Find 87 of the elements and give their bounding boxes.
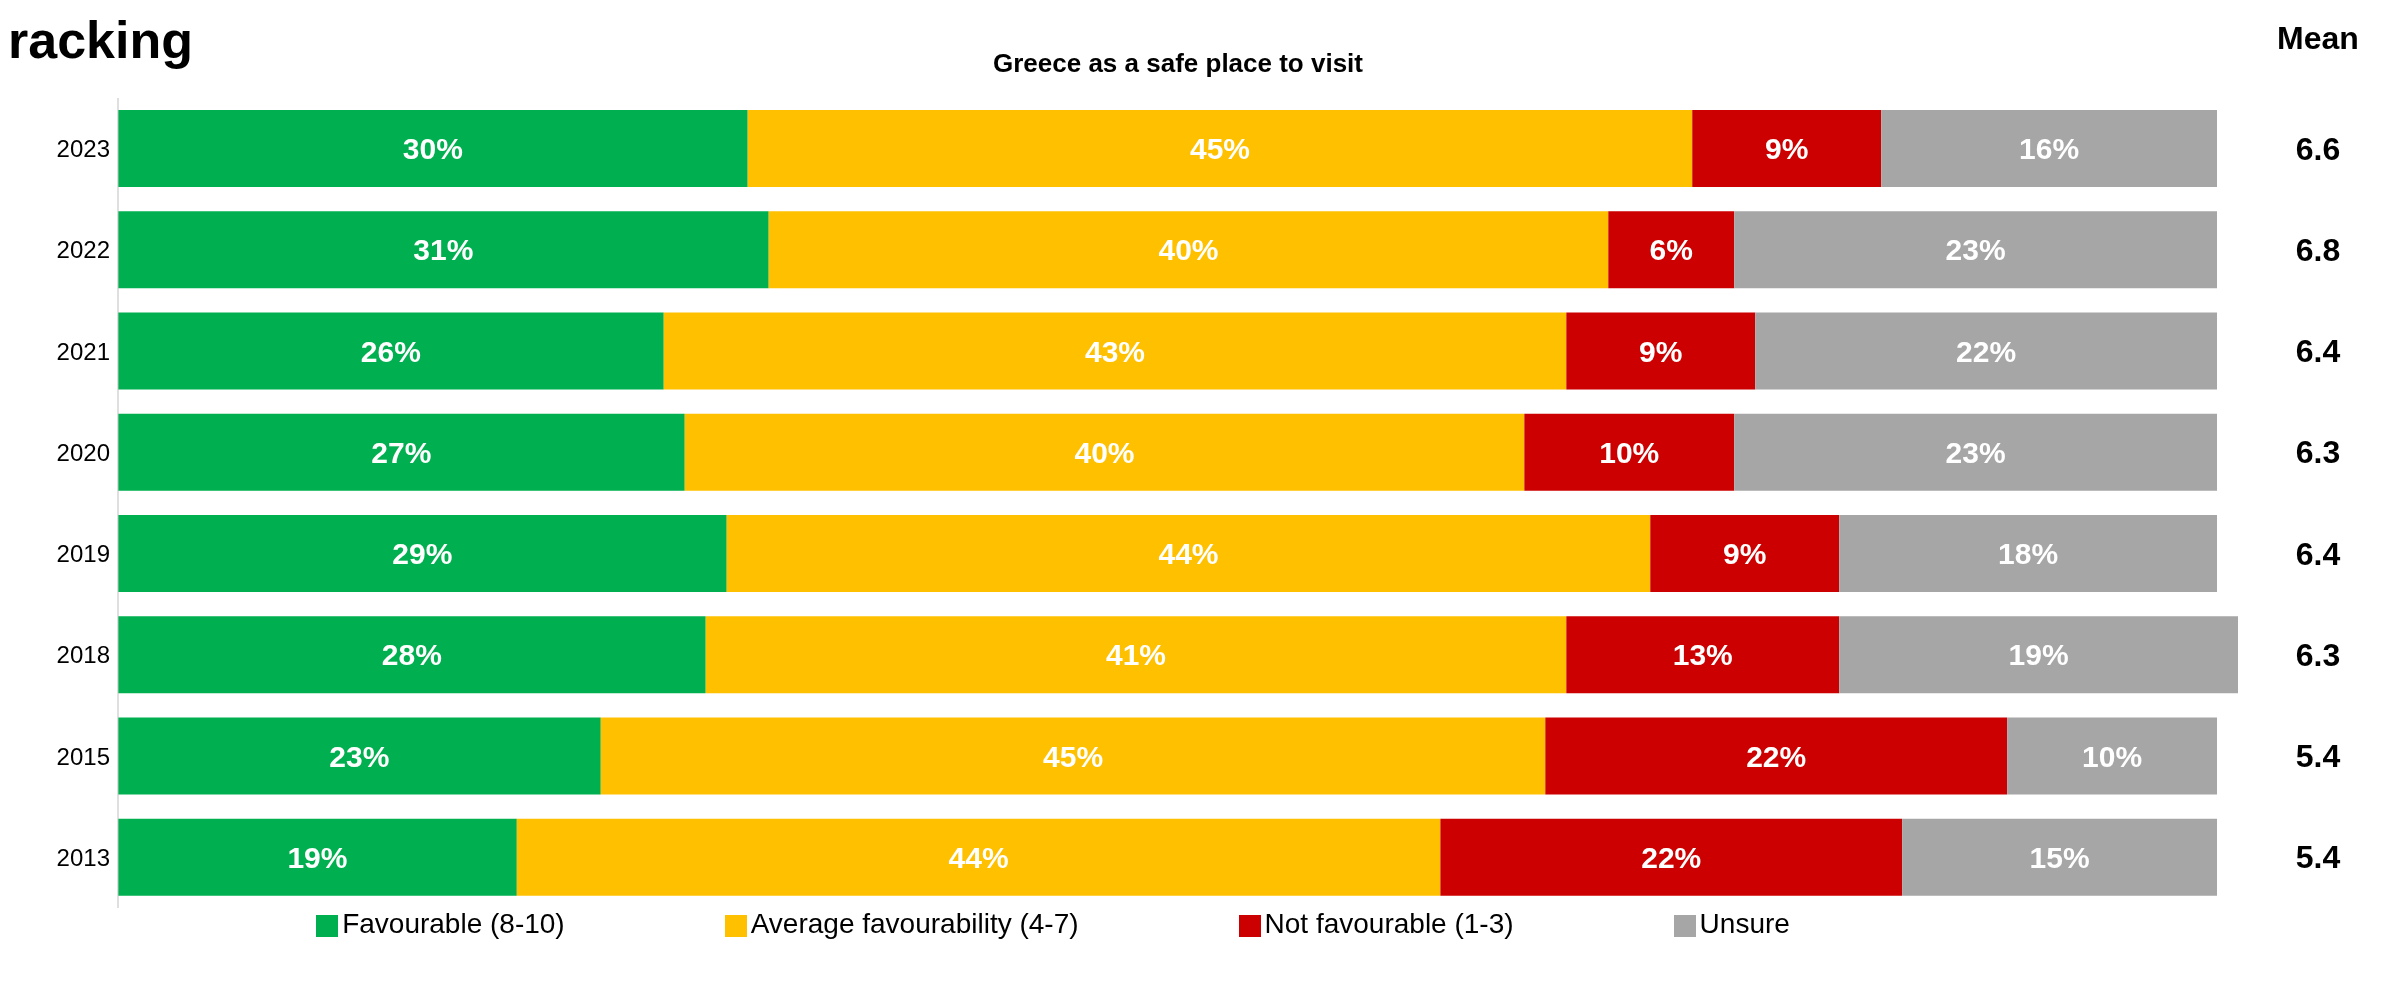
data-label: 13% — [1672, 638, 1733, 672]
bar — [1881, 110, 2218, 187]
bar — [684, 413, 1525, 491]
bar — [1902, 818, 2218, 896]
bar — [705, 616, 1567, 694]
data-label: 15% — [2029, 840, 2090, 874]
text: 6.8 — [2294, 230, 2342, 270]
bar — [1734, 211, 2218, 289]
bar — [1524, 413, 1735, 491]
bar — [118, 110, 748, 187]
data-label: 10% — [2082, 739, 2143, 773]
bar — [1755, 312, 2218, 390]
data-label: 9% — [1639, 334, 1683, 368]
data-label: 45% — [1189, 132, 1250, 166]
data-label: 40% — [1158, 233, 1219, 267]
data-label: 6% — [1649, 233, 1693, 267]
y-tick-label: 2013 — [56, 843, 110, 871]
bar — [1566, 312, 1756, 390]
bar — [1734, 413, 2218, 491]
text: Mean — [2276, 19, 2360, 58]
bar — [663, 312, 1567, 390]
data-label: 40% — [1074, 435, 1135, 469]
data-label: 27% — [371, 435, 432, 469]
bar — [516, 818, 1441, 896]
data-label: 9% — [1765, 132, 1809, 166]
y-tick-label: 2018 — [56, 641, 110, 669]
y-tick-label: 2023 — [56, 135, 110, 163]
data-label: 9% — [1723, 537, 1767, 571]
data-label: 29% — [392, 537, 453, 571]
data-label: 30% — [402, 132, 463, 166]
data-label: 44% — [948, 840, 1009, 874]
y-tick-label: 2015 — [56, 742, 110, 770]
legend-label: Unsure — [1699, 908, 1790, 939]
text: 5.4 — [2294, 838, 2342, 878]
text: 6.4 — [2294, 332, 2342, 372]
text: 6.6 — [2294, 129, 2342, 169]
legend-label: Favourable (8-10) — [342, 908, 565, 939]
data-label: 26% — [360, 334, 421, 368]
data-label: 44% — [1158, 537, 1219, 571]
bar — [1839, 616, 2238, 694]
data-label: 18% — [1998, 537, 2059, 571]
text: 5.4 — [2294, 737, 2342, 777]
data-label: 28% — [381, 638, 442, 672]
bar — [118, 515, 727, 592]
data-label: 19% — [287, 840, 348, 874]
data-label: 19% — [2008, 638, 2069, 672]
bar — [118, 312, 664, 390]
data-label: 23% — [329, 739, 390, 773]
y-tick-label: 2020 — [56, 438, 110, 466]
bar — [1839, 515, 2218, 592]
text: 6.3 — [2294, 433, 2342, 473]
data-label: 22% — [1746, 739, 1807, 773]
data-label: 31% — [413, 233, 474, 267]
bar — [1608, 211, 1735, 289]
data-label: 16% — [2019, 132, 2080, 166]
bar — [1440, 818, 1903, 896]
data-label: 45% — [1043, 739, 1104, 773]
chart-title: racking — [8, 10, 193, 71]
bar — [726, 515, 1651, 592]
data-label: 22% — [1956, 334, 2017, 368]
bar — [768, 211, 1609, 289]
text: 6.4 — [2294, 534, 2342, 574]
bar — [118, 717, 601, 795]
bar — [1650, 515, 1840, 592]
text: 6.3 — [2294, 635, 2342, 675]
data-label: 43% — [1085, 334, 1146, 368]
bar — [1692, 110, 1882, 187]
bar — [2007, 717, 2218, 795]
data-label: 10% — [1599, 435, 1660, 469]
bar — [1545, 717, 2008, 795]
chart-subtitle: Greece as a safe place to visit — [993, 48, 1363, 78]
legend-label: Not favourable (1-3) — [1264, 908, 1514, 939]
y-tick-label: 2019 — [56, 540, 110, 568]
data-label: 41% — [1106, 638, 1167, 672]
data-label: 23% — [1945, 435, 2006, 469]
bar — [118, 616, 706, 694]
legend-label: Average favourability (4-7) — [750, 908, 1079, 939]
bar — [600, 717, 1546, 795]
bar — [747, 110, 1693, 187]
bar — [118, 211, 769, 289]
y-tick-label: 2021 — [56, 337, 110, 365]
bar — [118, 818, 517, 896]
data-label: 22% — [1641, 840, 1702, 874]
bar — [1566, 616, 1840, 694]
bar — [118, 413, 685, 491]
data-label: 23% — [1945, 233, 2006, 267]
y-tick-label: 2022 — [56, 236, 110, 264]
